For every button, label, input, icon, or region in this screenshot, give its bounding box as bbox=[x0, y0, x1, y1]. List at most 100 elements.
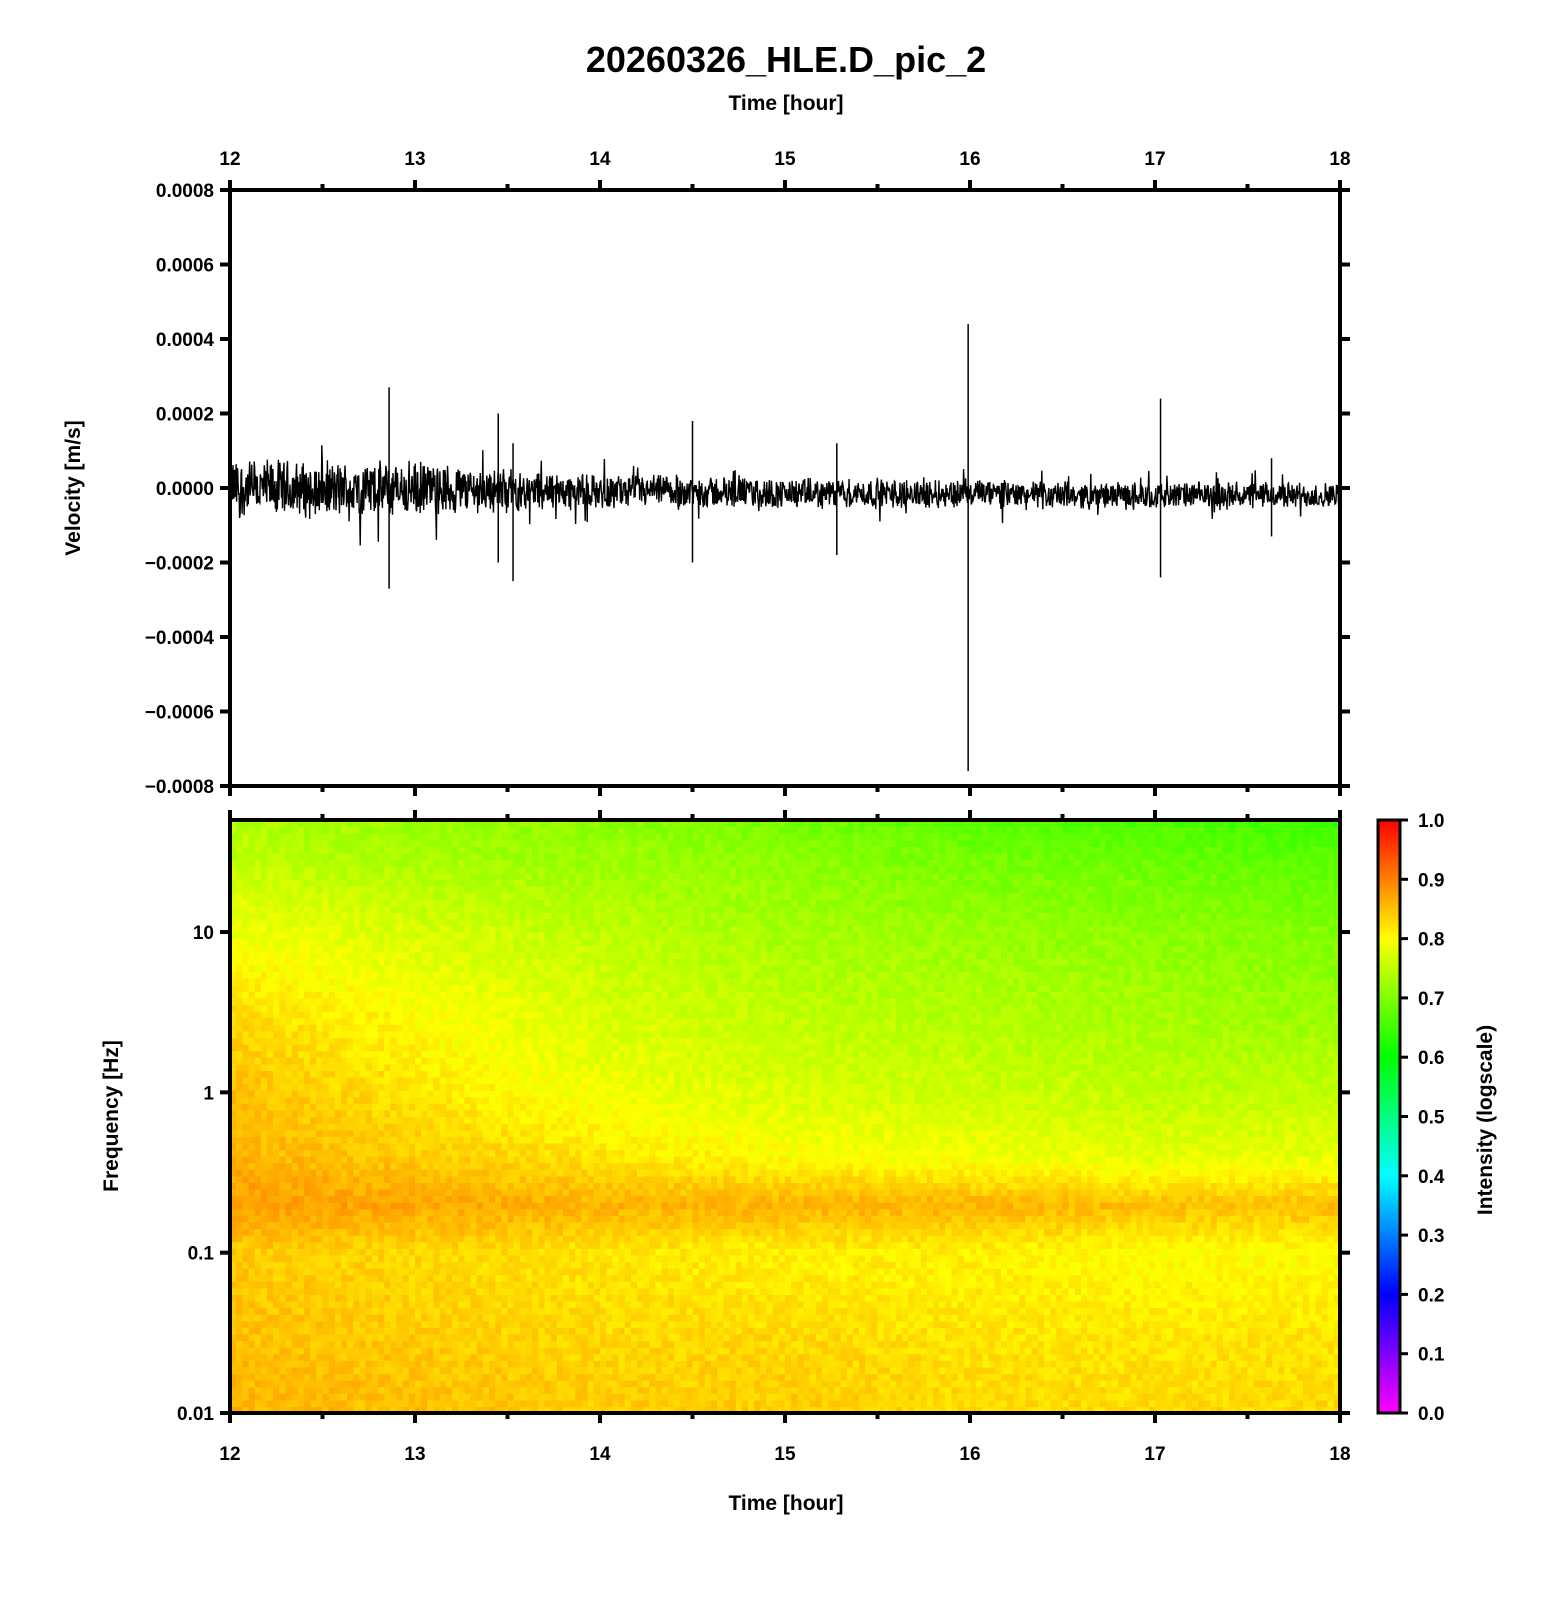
spectrogram-cell bbox=[1210, 1281, 1218, 1289]
spectrogram-cell bbox=[871, 1333, 879, 1342]
spectrogram-cell bbox=[1173, 1380, 1181, 1388]
spectrogram-cell bbox=[1259, 1393, 1267, 1401]
spectrogram-cell bbox=[1148, 1235, 1156, 1243]
spectrogram-cell bbox=[649, 1327, 657, 1335]
spectrogram-cell bbox=[563, 1241, 570, 1249]
spectrogram-cell bbox=[630, 1353, 638, 1361]
spectrogram-cell bbox=[556, 1340, 564, 1348]
spectrogram-cell bbox=[1093, 1347, 1101, 1355]
spectrogram-cell bbox=[735, 1353, 743, 1361]
spectrogram-cell bbox=[334, 1380, 342, 1388]
spectrogram-cell bbox=[1192, 1300, 1199, 1309]
spectrogram-cell bbox=[877, 1373, 885, 1381]
spectrogram-cell bbox=[1019, 1399, 1027, 1408]
spectrogram-cell bbox=[1099, 1399, 1107, 1408]
spectrogram-cell bbox=[433, 1333, 441, 1342]
spectrogram-cell bbox=[914, 1300, 922, 1309]
spectrogram-cell bbox=[766, 1366, 774, 1375]
spectrogram-cell bbox=[1074, 1406, 1082, 1414]
spectrogram-cell bbox=[513, 1314, 521, 1322]
spectrogram-cell bbox=[624, 1347, 632, 1355]
spectrogram-cell bbox=[421, 1228, 428, 1236]
spectrogram-cell bbox=[778, 1307, 786, 1315]
spectrogram-cell bbox=[822, 1406, 829, 1414]
spectrogram-cell bbox=[587, 1386, 595, 1394]
spectrogram-cell bbox=[859, 1373, 866, 1381]
spectrogram-cell bbox=[637, 1314, 644, 1322]
spectrogram-cell bbox=[908, 1340, 916, 1348]
spectrogram-cell bbox=[1050, 1320, 1057, 1328]
spectrogram-cell bbox=[341, 1347, 348, 1355]
spectrogram-cell bbox=[729, 1268, 737, 1276]
spectrogram-cell bbox=[1296, 1300, 1304, 1309]
spectrogram-cell bbox=[1044, 1287, 1051, 1295]
spectrogram-cell bbox=[1062, 1300, 1070, 1309]
spectrogram-cell bbox=[538, 1307, 546, 1315]
spectrogram-cell bbox=[877, 1327, 885, 1335]
spectrogram-cell bbox=[384, 1261, 391, 1269]
spectrogram-cell bbox=[630, 1248, 638, 1256]
spectrogram-cell bbox=[606, 1287, 613, 1295]
spectrogram-cell bbox=[248, 1380, 256, 1388]
spectrogram-cell bbox=[433, 1274, 441, 1282]
spectrogram-cell bbox=[482, 1241, 490, 1249]
spectrogram-cell bbox=[846, 1373, 854, 1381]
spectrogram-cell bbox=[766, 1314, 774, 1322]
spectrogram-cell bbox=[828, 1248, 835, 1256]
spectrogram-cell bbox=[575, 1373, 583, 1381]
spectrogram-cell bbox=[550, 1248, 558, 1256]
spectrogram-cell bbox=[1136, 1406, 1144, 1414]
spectrogram-cell bbox=[408, 1340, 416, 1348]
spectrogram-cell bbox=[464, 1366, 472, 1375]
spectrogram-cell bbox=[667, 1307, 675, 1315]
spectrogram-cell bbox=[378, 1333, 385, 1342]
spectrogram-cell bbox=[1074, 1287, 1082, 1295]
spectrogram-cell bbox=[1000, 1373, 1008, 1381]
spectrogram-cell bbox=[1013, 1320, 1020, 1328]
spectrogram-cell bbox=[371, 1228, 379, 1236]
spectrogram-cell bbox=[994, 1294, 1002, 1302]
spectrogram-cell bbox=[322, 1281, 330, 1289]
spectrogram-cell bbox=[970, 1261, 977, 1269]
spectrogram-cell bbox=[254, 1254, 262, 1263]
spectrogram-cell bbox=[1327, 1314, 1335, 1322]
spectrogram-cell bbox=[452, 1274, 459, 1282]
spectrogram-cell bbox=[1235, 1307, 1242, 1315]
spectrogram-cell bbox=[378, 1347, 385, 1355]
spectrogram-cell bbox=[1309, 1353, 1316, 1361]
spectrogram-cell bbox=[353, 1261, 361, 1269]
spectrogram-cell bbox=[1068, 1268, 1076, 1276]
spectrogram-cell bbox=[433, 1287, 441, 1295]
spectrogram-cell bbox=[347, 1320, 354, 1328]
spectrogram-cell bbox=[482, 1228, 490, 1236]
spectrogram-cell bbox=[1019, 1373, 1027, 1381]
spectrogram-cell bbox=[1241, 1333, 1249, 1342]
spectrogram-cell bbox=[1037, 1327, 1045, 1335]
spectrogram-cell bbox=[840, 1307, 848, 1315]
spectrogram-cell bbox=[1290, 1235, 1298, 1243]
spectrogram-cell bbox=[674, 1333, 681, 1342]
spectrogram-cell bbox=[939, 1399, 946, 1408]
spectrogram-cell bbox=[1025, 1327, 1033, 1335]
spectrogram-cell bbox=[248, 1347, 256, 1355]
spectrogram-cell bbox=[828, 1261, 835, 1269]
spectrogram-cell bbox=[828, 1235, 835, 1243]
spectrogram-cell bbox=[1167, 1274, 1175, 1282]
spectrogram-cell bbox=[637, 1406, 644, 1414]
spectrogram-cell bbox=[674, 1340, 681, 1348]
spectrogram-cell bbox=[254, 1366, 262, 1375]
spectrogram-cell bbox=[889, 1235, 897, 1243]
spectrogram-cell bbox=[359, 1366, 367, 1375]
spectrogram-cell bbox=[1309, 1268, 1316, 1276]
spectrogram-cell bbox=[1155, 1366, 1162, 1375]
spectrogram-cell bbox=[920, 1314, 928, 1322]
spectrogram-cell bbox=[1130, 1300, 1138, 1309]
spectrogram-cell bbox=[1266, 1386, 1273, 1394]
spectrogram-cell bbox=[815, 1386, 823, 1394]
spectrogram-cell bbox=[754, 1386, 761, 1394]
spectrogram-cell bbox=[951, 1406, 959, 1414]
spectrogram-cell bbox=[501, 1235, 509, 1243]
spectrogram-cell bbox=[482, 1248, 490, 1256]
spectrogram-cell bbox=[415, 1300, 422, 1309]
spectrogram-cell bbox=[600, 1268, 607, 1276]
